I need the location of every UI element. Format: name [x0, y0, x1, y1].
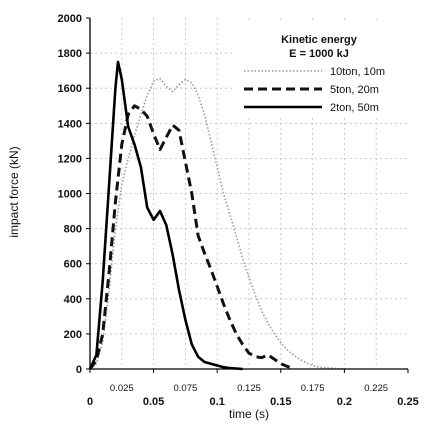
y-tick-label: 800 [64, 224, 82, 236]
x-tick-label-major: 0 [87, 396, 93, 408]
legend-label-3: 2ton, 50m [330, 102, 379, 114]
legend: Kinetic energy E = 1000 kJ 10ton, 10m 5to… [232, 23, 407, 115]
legend-entries: 10ton, 10m 5ton, 20m 2ton, 50m [244, 66, 385, 114]
series-line-1 [89, 77, 345, 370]
x-tick-label-major: 0.05 [143, 396, 164, 408]
series-line-3 [88, 60, 243, 371]
legend-label-2: 5ton, 20m [330, 84, 379, 96]
x-tick-label-minor: 0.075 [174, 383, 198, 394]
y-tick-label: 0 [76, 364, 82, 376]
legend-box [232, 23, 407, 115]
y-tick-label: 1600 [58, 83, 82, 95]
y-tick-label: 1800 [58, 48, 82, 60]
legend-title-line1: Kinetic energy [281, 34, 358, 46]
y-tick-label: 600 [64, 259, 82, 271]
x-tick-label-major: 0.15 [270, 396, 291, 408]
series-line-2 [88, 104, 294, 370]
y-tick-label: 1400 [58, 118, 82, 130]
x-tick-label-major: 0.1 [210, 396, 225, 408]
legend-label-1: 10ton, 10m [330, 66, 385, 78]
x-tick-label-minor: 0.025 [110, 383, 134, 394]
x-tick-label-minor: 0.225 [364, 383, 388, 394]
x-tick-label-major: 0.2 [337, 396, 352, 408]
x-tick-label-minor: 0.175 [301, 383, 325, 394]
series-layer [88, 60, 345, 371]
y-tick-label: 200 [64, 329, 82, 341]
legend-title-line2: E = 1000 kJ [289, 48, 349, 60]
y-tick-label: 400 [64, 294, 82, 306]
x-tick-label-minor: 0.125 [237, 383, 261, 394]
x-axis-label: time (s) [229, 407, 269, 421]
y-tick-label: 1200 [58, 153, 82, 165]
y-tick-label: 1000 [58, 189, 82, 201]
x-tick-label-major: 0.25 [397, 396, 418, 408]
y-tick-label: 2000 [58, 13, 82, 25]
tick-labels: 0 200 400 600 800 1000 1200 1400 1600 1800 2000 0 0.… [58, 13, 419, 408]
y-axis-label: impact force (kN) [7, 146, 21, 237]
